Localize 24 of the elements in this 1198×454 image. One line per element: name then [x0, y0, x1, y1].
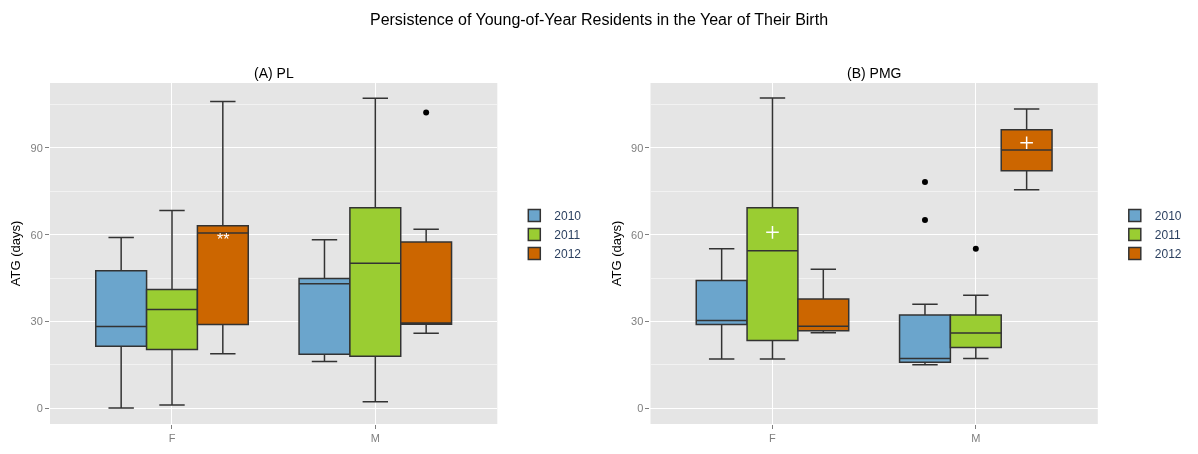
- text: Persistence of Young-of-Year Residents in the Year of Their Birth: [369, 10, 829, 28]
- chart-subtitle: (A) PL: [254, 65, 294, 81]
- y-tick-label: 30: [631, 315, 644, 328]
- y-tick-label: 90: [30, 141, 43, 154]
- chart-title: (B) PMG: [847, 65, 902, 81]
- legend-label: 2010: [1154, 209, 1182, 224]
- legend-label: 2012: [554, 247, 582, 262]
- y-tick-label: 60: [30, 228, 43, 241]
- legend-label: 2011: [1154, 228, 1181, 243]
- x-tick-label: M: [971, 432, 981, 445]
- x-tick-label: F: [769, 432, 777, 445]
- y-axis-title: ATG (days): [8, 220, 24, 287]
- y-tick-label: 0: [637, 401, 644, 414]
- y-tick-label: 90: [631, 141, 644, 154]
- legend-label: 2010: [554, 209, 582, 224]
- legend-label: 2011: [554, 228, 581, 243]
- x-tick-label: M: [370, 432, 380, 445]
- legend-label: 2012: [1154, 247, 1182, 262]
- y-tick-label: 60: [631, 228, 644, 241]
- y-tick-label: 0: [36, 401, 43, 414]
- y-axis-title: ATG (days): [608, 220, 624, 287]
- x-tick-label: F: [168, 432, 176, 445]
- annotation: **: [217, 231, 230, 248]
- y-tick-label: 30: [30, 315, 43, 328]
